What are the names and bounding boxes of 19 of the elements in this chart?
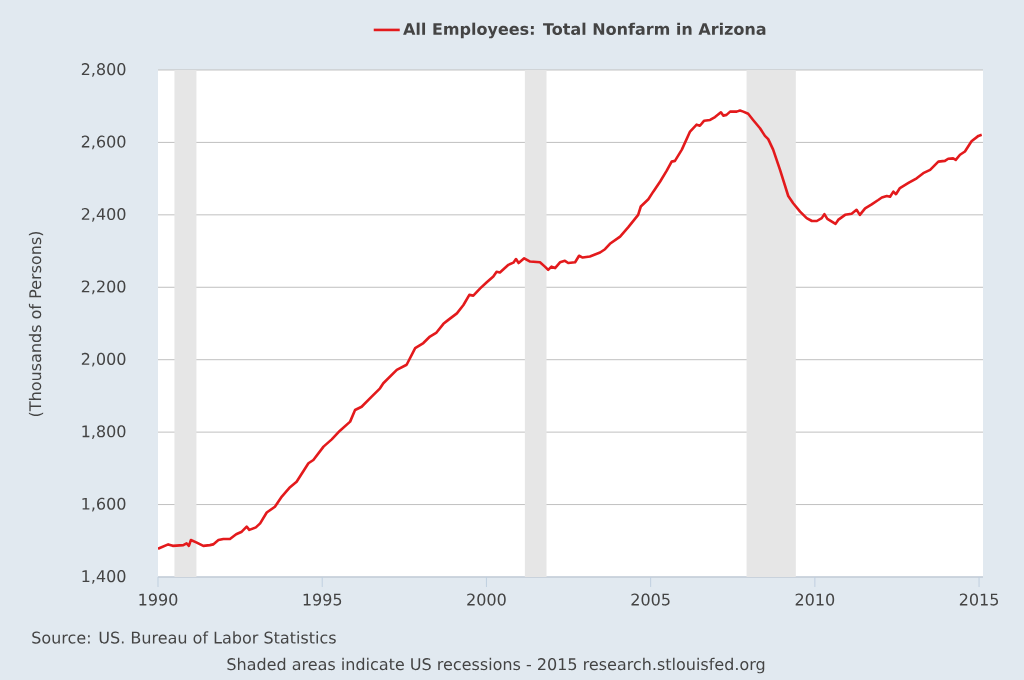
x-tick-label: 2015 xyxy=(959,593,999,606)
y-tick-label: 2,600 xyxy=(81,135,126,150)
x-tick-label: 1990 xyxy=(139,593,178,606)
y-tick-label: 1,600 xyxy=(82,497,126,512)
x-tick-label: 2000 xyxy=(467,593,506,606)
y-tick-label: 1,400 xyxy=(82,570,126,584)
y-tick-label: 2,000 xyxy=(81,352,126,367)
source-note: Source: US. Bureau of Labor Statistics xyxy=(32,631,336,644)
x-tick-label: 2005 xyxy=(631,593,670,606)
x-tick-label: 2010 xyxy=(795,593,835,606)
x-tick-label: 1995 xyxy=(303,593,342,606)
legend-label: All Employees: Total Nonfarm in Arizona xyxy=(403,22,766,39)
y-tick-label: 2,200 xyxy=(81,280,126,295)
y-tick-label: 2,400 xyxy=(81,207,126,222)
y-axis-title: (Thousands of Persons) xyxy=(28,231,44,417)
y-tick-label: 2,800 xyxy=(81,63,126,77)
text: Shaded areas indicate US recessions - 2015 research.stlouisfed.org xyxy=(227,657,765,674)
y-tick-label: 1,800 xyxy=(82,425,126,439)
line-series xyxy=(158,109,983,551)
